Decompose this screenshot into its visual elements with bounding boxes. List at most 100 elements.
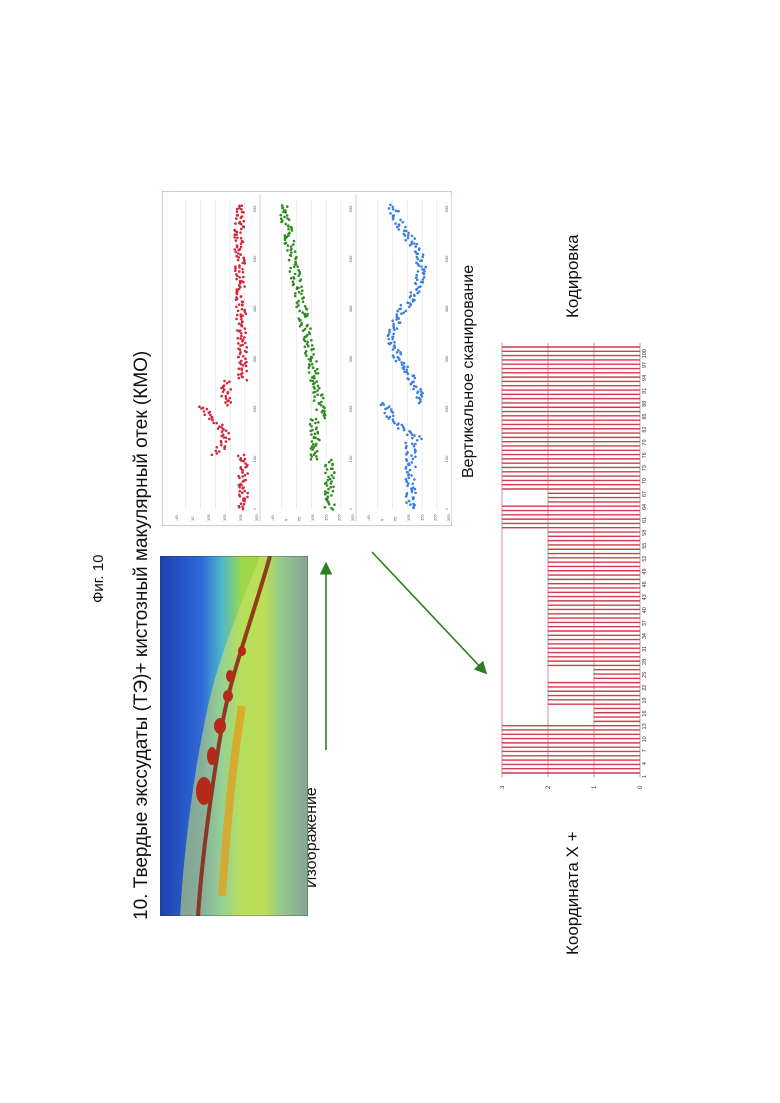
scatter-point [416, 243, 419, 246]
scatter-point [240, 246, 243, 249]
scatter-point [240, 295, 243, 298]
scatter-point [233, 236, 236, 239]
scatter-point [324, 464, 327, 467]
scatter-point [238, 494, 241, 497]
scatter-point [198, 405, 201, 408]
scatter-point [242, 508, 245, 511]
scatter-point [313, 399, 316, 402]
scatter-point [415, 261, 418, 264]
scatter-point [412, 388, 415, 391]
scatter-point [414, 448, 417, 451]
scatter-point [246, 472, 249, 475]
scatter-point [413, 294, 416, 297]
x-tick-label: 300 [348, 355, 353, 362]
scatter-point [225, 429, 228, 432]
scatter-point [244, 331, 247, 334]
scatter-point [398, 228, 401, 231]
scatter-point [220, 440, 223, 443]
y-tick-label: 15 [190, 516, 195, 521]
scatter-point [308, 331, 311, 334]
scatter-point [242, 301, 245, 304]
x-tick-label: 64 [642, 504, 648, 510]
scatter-point [416, 396, 419, 399]
scatter-point [218, 425, 221, 428]
scatter-point [393, 341, 396, 344]
scatter-point [410, 243, 413, 246]
scatter-point [240, 457, 243, 460]
scatter-point [313, 436, 316, 439]
scatter-point [284, 223, 287, 226]
scatter-point [241, 215, 244, 218]
x-tick-label: 100 [444, 455, 449, 462]
scatter-point [222, 433, 225, 436]
scatter-point [238, 256, 241, 259]
scatter-point [223, 380, 226, 383]
scatter-point [227, 391, 230, 394]
scatter-point [392, 418, 395, 421]
scatter-point [315, 372, 318, 375]
scatter-point [322, 397, 325, 400]
scatter-point [398, 321, 401, 324]
scatter-point [316, 450, 319, 453]
scatter-point [388, 405, 391, 408]
x-tick-label: 55 [642, 543, 648, 549]
scatter-point [293, 240, 296, 243]
figure-title: 10. Твердые экссудаты (ТЭ)+ кистозный ма… [131, 351, 153, 920]
scatter-point [224, 401, 227, 404]
scatter-point [403, 365, 406, 368]
x-tick-label: 97 [642, 362, 648, 368]
scatter-point [391, 206, 394, 209]
scatter-point [286, 205, 289, 208]
scatter-point [233, 229, 236, 232]
scatter-point [312, 348, 315, 351]
x-tick-label: 600 [444, 205, 449, 212]
scatter-point [292, 276, 295, 279]
scatter-point [408, 477, 411, 480]
scatter-point [290, 245, 293, 248]
scatter-point [225, 397, 228, 400]
scatter-point [327, 488, 330, 491]
scatter-point [406, 471, 409, 474]
scatter-point [420, 281, 423, 284]
x-tick-label: 85 [642, 414, 648, 420]
scatter-point [306, 343, 309, 346]
scatter-point [300, 293, 303, 296]
scatter-point [243, 503, 246, 506]
scatter-point [225, 395, 228, 398]
x-tick-label: 88 [642, 401, 648, 407]
scatter-point [311, 429, 314, 432]
scatter-point [324, 490, 327, 493]
x-tick-label: 19 [642, 698, 648, 704]
scatter-point [388, 329, 391, 332]
scatter-point [405, 466, 408, 469]
scatter-point [236, 244, 239, 247]
scatter-point [298, 310, 301, 313]
y-tick-label: 0 [638, 785, 644, 789]
scatter-point [409, 302, 412, 305]
scatter-point [324, 493, 327, 496]
figure-label: Фиг. 10 [90, 555, 107, 603]
scatter-point [243, 309, 246, 312]
scatter-point [238, 322, 241, 325]
scatter-point [236, 329, 239, 332]
scatter-point [237, 347, 240, 350]
scatter-point [309, 379, 312, 382]
scatter-point [406, 492, 409, 495]
x-tick-label: 400 [444, 305, 449, 312]
y-tick-label: 255 [254, 514, 259, 521]
scatter-point [304, 305, 307, 308]
scatter-point [419, 388, 422, 391]
scatter-point [315, 418, 318, 421]
oct-scan-image [160, 556, 308, 916]
scatter-point [418, 435, 421, 438]
scatter-point [305, 354, 308, 357]
scatter-point [242, 225, 245, 228]
scatter-point [288, 259, 291, 262]
x-tick-label: 1 [642, 775, 648, 778]
y-tick-label: -45 [270, 514, 275, 521]
scatter-point [416, 439, 419, 442]
scatter-point [413, 385, 416, 388]
y-tick-label: 205 [433, 514, 438, 521]
scatter-point [417, 270, 420, 273]
scatter-point [418, 290, 421, 293]
